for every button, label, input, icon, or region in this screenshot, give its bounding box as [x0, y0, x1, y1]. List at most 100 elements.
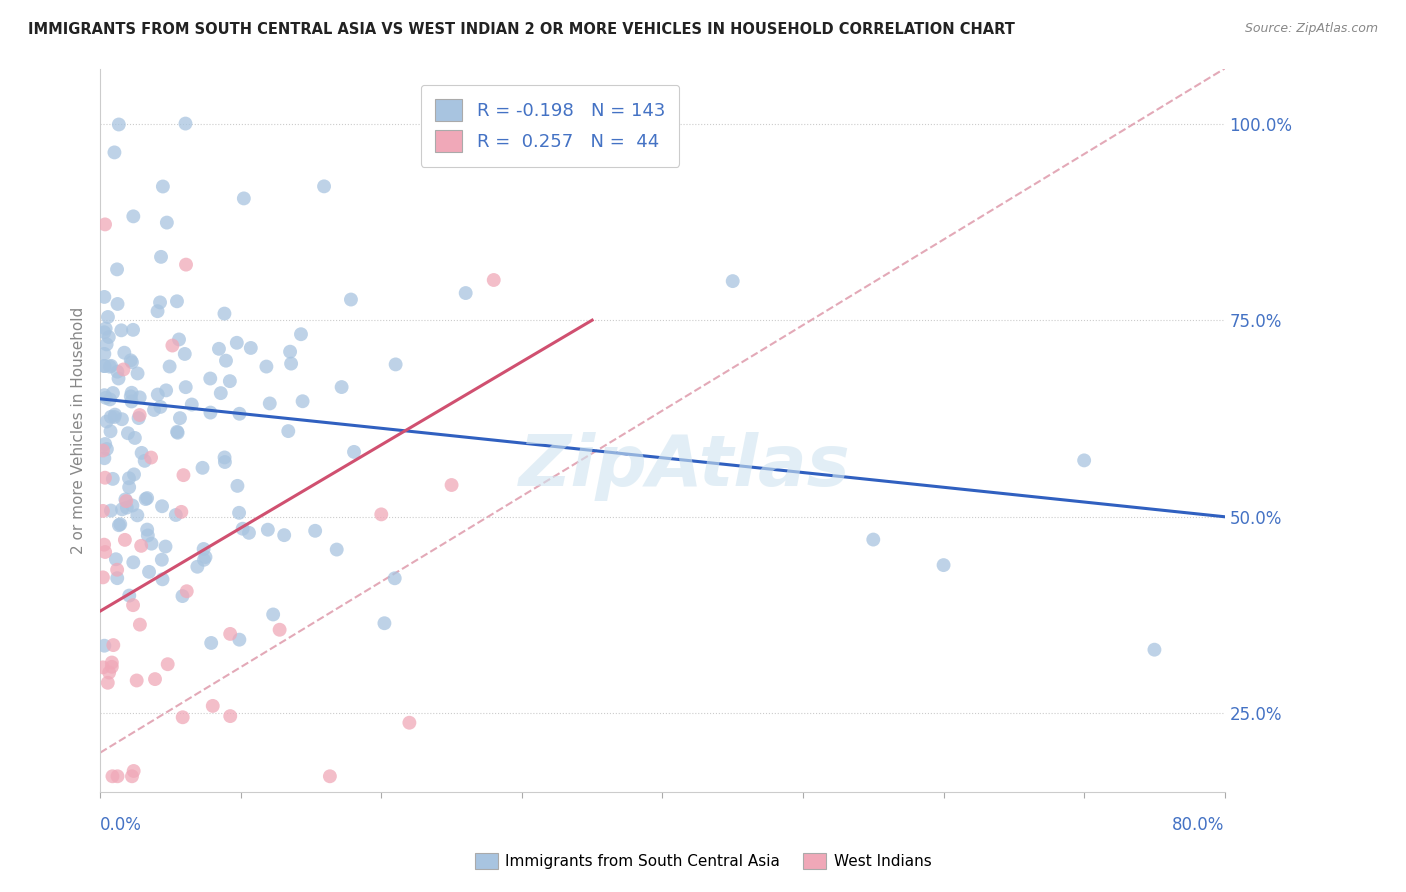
Point: [141, 536, 163, 550]
Point: [93, 451, 115, 466]
Point: [115, 494, 138, 508]
Point: [215, 353, 238, 368]
Text: 0.0%: 0.0%: [100, 815, 142, 834]
Point: [226, 479, 249, 493]
Point: [103, 145, 125, 160]
Point: [166, 425, 188, 440]
Point: [138, 565, 160, 579]
Point: [112, 345, 135, 359]
Point: [97, 310, 120, 324]
Point: [136, 528, 159, 542]
Point: [136, 491, 159, 505]
Point: [155, 384, 177, 398]
Point: [111, 502, 134, 516]
Point: [93, 325, 115, 339]
Point: [862, 533, 884, 547]
Point: [219, 709, 242, 723]
Point: [152, 179, 174, 194]
Point: [128, 411, 150, 425]
Legend: Immigrants from South Central Asia, West Indians: Immigrants from South Central Asia, West…: [468, 847, 938, 875]
Point: [96, 415, 118, 429]
Point: [150, 500, 173, 514]
Point: [103, 409, 125, 424]
Point: [254, 359, 277, 374]
Text: IMMIGRANTS FROM SOUTH CENTRAL ASIA VS WEST INDIAN 2 OR MORE VEHICLES IN HOUSEHOL: IMMIGRANTS FROM SOUTH CENTRAL ASIA VS WE…: [28, 22, 1015, 37]
Point: [149, 400, 172, 414]
Point: [108, 118, 131, 132]
Point: [312, 179, 335, 194]
Point: [278, 344, 301, 359]
Point: [166, 425, 188, 439]
Point: [93, 347, 115, 361]
Point: [93, 359, 115, 373]
Point: [186, 559, 208, 574]
Point: [122, 210, 145, 224]
Point: [139, 450, 162, 465]
Point: [115, 500, 138, 515]
Point: [93, 388, 115, 402]
Point: [114, 492, 136, 507]
Point: [482, 273, 505, 287]
Point: [239, 341, 262, 355]
Point: [280, 357, 302, 371]
Point: [191, 460, 214, 475]
Point: [120, 389, 142, 403]
Point: [232, 522, 254, 536]
Point: [214, 455, 236, 469]
Point: [93, 359, 115, 373]
Point: [373, 616, 395, 631]
Point: [170, 505, 193, 519]
Point: [214, 307, 236, 321]
Point: [98, 359, 121, 374]
Point: [304, 524, 326, 538]
Point: [121, 355, 143, 369]
Point: [214, 450, 236, 465]
Point: [218, 374, 240, 388]
Point: [108, 518, 131, 533]
Point: [200, 406, 222, 420]
Point: [105, 571, 128, 585]
Point: [262, 607, 284, 622]
Point: [180, 397, 202, 411]
Y-axis label: 2 or more Vehicles in Household: 2 or more Vehicles in Household: [72, 307, 86, 554]
Point: [193, 541, 215, 556]
Point: [269, 623, 291, 637]
Point: [104, 408, 127, 422]
Point: [100, 425, 122, 439]
Point: [291, 394, 314, 409]
Point: [114, 533, 136, 547]
Point: [209, 386, 232, 401]
Point: [325, 542, 347, 557]
Point: [93, 639, 115, 653]
Point: [121, 499, 143, 513]
Point: [97, 675, 120, 690]
Point: [121, 769, 143, 783]
Point: [340, 293, 363, 307]
Text: 80.0%: 80.0%: [1173, 815, 1225, 834]
Point: [94, 437, 117, 451]
Point: [110, 517, 132, 532]
Point: [120, 353, 142, 368]
Point: [91, 570, 114, 584]
Point: [162, 338, 184, 352]
Point: [101, 660, 124, 674]
Point: [91, 504, 114, 518]
Point: [127, 367, 149, 381]
Point: [440, 478, 463, 492]
Point: [201, 698, 224, 713]
Point: [118, 589, 141, 603]
Point: [228, 632, 250, 647]
Point: [152, 572, 174, 586]
Point: [93, 538, 115, 552]
Point: [225, 335, 247, 350]
Point: [143, 672, 166, 686]
Point: [155, 540, 177, 554]
Point: [172, 468, 194, 483]
Point: [176, 584, 198, 599]
Point: [219, 627, 242, 641]
Point: [117, 426, 139, 441]
Point: [107, 769, 129, 783]
Point: [118, 471, 141, 485]
Point: [173, 347, 195, 361]
Point: [118, 480, 141, 494]
